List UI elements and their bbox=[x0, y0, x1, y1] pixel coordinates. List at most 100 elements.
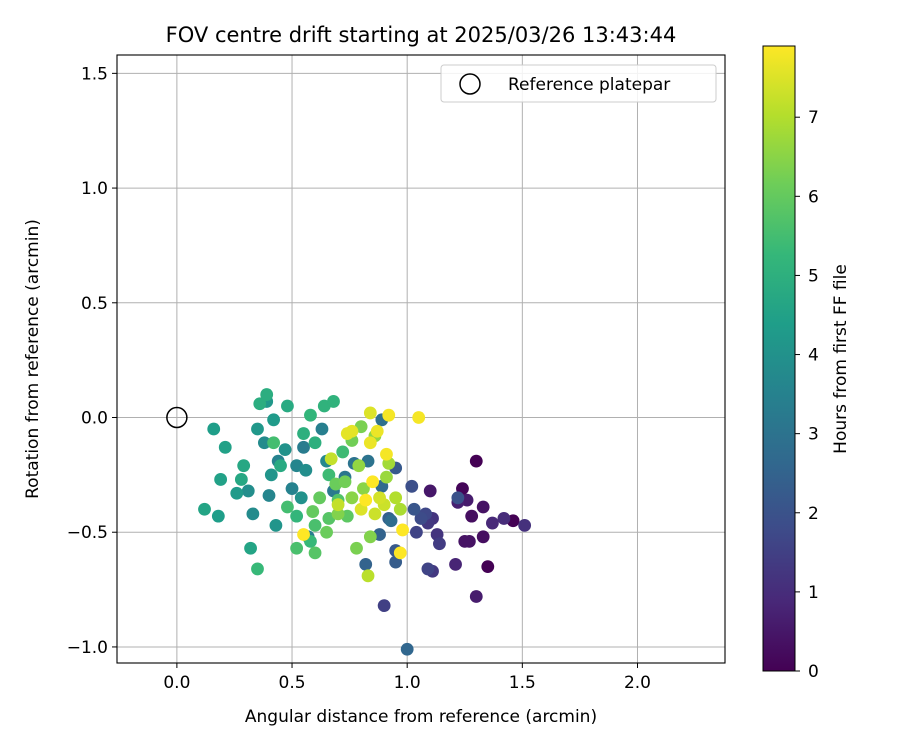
data-point bbox=[412, 411, 426, 424]
y-axis-label: Rotation from reference (arcmin) bbox=[23, 219, 43, 499]
data-point bbox=[345, 424, 359, 438]
data-point bbox=[400, 642, 414, 656]
data-point bbox=[350, 541, 363, 555]
data-point bbox=[313, 491, 327, 505]
data-point bbox=[338, 475, 352, 489]
y-tick-label: −1.0 bbox=[67, 638, 108, 658]
data-point bbox=[281, 399, 294, 413]
colorbar-ticks: 0 1 2 3 4 5 6 7 bbox=[795, 108, 819, 682]
data-point bbox=[260, 388, 274, 401]
data-point bbox=[389, 491, 403, 505]
data-point bbox=[370, 424, 384, 438]
chart-title: FOV centre drift starting at 2025/03/26 … bbox=[166, 23, 677, 47]
data-point bbox=[359, 557, 373, 571]
data-point bbox=[322, 468, 336, 482]
data-point bbox=[421, 562, 435, 576]
x-axis-ticks: 0.0 0.5 1.0 1.5 2.0 bbox=[163, 663, 651, 693]
data-point bbox=[361, 569, 375, 583]
reference-platepar-marker bbox=[166, 406, 188, 429]
y-tick-label: 1.5 bbox=[81, 64, 108, 84]
data-point bbox=[308, 436, 322, 450]
data-point bbox=[396, 523, 409, 537]
data-point bbox=[331, 498, 345, 512]
data-point bbox=[308, 518, 322, 532]
data-point bbox=[304, 408, 317, 422]
data-point bbox=[449, 557, 462, 571]
data-point bbox=[308, 546, 322, 560]
data-point bbox=[315, 422, 329, 436]
data-point bbox=[497, 512, 511, 525]
x-tick-label: 0.5 bbox=[279, 673, 306, 693]
data-point bbox=[274, 459, 287, 473]
data-point bbox=[297, 427, 310, 440]
data-point bbox=[290, 509, 304, 523]
data-point bbox=[246, 507, 260, 521]
data-point bbox=[244, 541, 257, 555]
data-point bbox=[264, 468, 278, 482]
scatter-points bbox=[198, 388, 532, 656]
x-axis-label: Angular distance from reference (arcmin) bbox=[245, 707, 597, 727]
data-point bbox=[230, 486, 244, 500]
data-point bbox=[433, 537, 446, 551]
data-point bbox=[294, 491, 308, 505]
data-point bbox=[320, 525, 333, 539]
data-point bbox=[407, 502, 421, 516]
data-point bbox=[382, 408, 396, 422]
colorbar-tick-label: 2 bbox=[808, 504, 819, 524]
data-point bbox=[393, 546, 407, 560]
data-point bbox=[368, 507, 382, 521]
y-axis-ticks: −1.0 −0.5 0.0 0.5 1.0 1.5 bbox=[67, 64, 117, 658]
colorbar-tick-label: 5 bbox=[808, 266, 819, 286]
data-point bbox=[476, 530, 490, 544]
legend-reference-marker bbox=[459, 73, 481, 95]
colorbar-label: Hours from first FF file bbox=[831, 264, 851, 454]
data-point bbox=[481, 560, 495, 574]
data-point bbox=[257, 436, 271, 450]
data-point bbox=[214, 473, 228, 486]
legend-entry-reference-platepar: Reference platepar bbox=[508, 75, 670, 95]
data-point bbox=[380, 447, 393, 461]
data-point bbox=[414, 512, 428, 525]
data-point bbox=[198, 502, 211, 516]
data-point bbox=[393, 502, 407, 516]
data-point bbox=[262, 489, 276, 502]
data-point bbox=[251, 562, 264, 576]
data-point bbox=[297, 440, 310, 454]
legend: Reference platepar bbox=[440, 64, 717, 103]
data-point bbox=[327, 395, 340, 408]
data-point bbox=[267, 436, 281, 450]
data-point bbox=[297, 528, 310, 541]
data-point bbox=[469, 454, 483, 468]
colorbar-tick-label: 4 bbox=[808, 346, 819, 366]
data-point bbox=[285, 482, 299, 496]
data-point bbox=[518, 518, 532, 532]
data-point bbox=[373, 491, 386, 505]
data-point bbox=[465, 509, 479, 523]
data-point bbox=[377, 599, 391, 613]
data-point bbox=[281, 500, 294, 514]
data-point bbox=[241, 484, 255, 498]
data-point bbox=[269, 518, 283, 532]
data-point bbox=[336, 445, 350, 459]
colorbar-tick-label: 1 bbox=[808, 583, 819, 603]
data-point bbox=[359, 493, 373, 507]
data-point bbox=[357, 482, 370, 496]
legend-box bbox=[440, 64, 717, 103]
y-tick-label: −0.5 bbox=[67, 523, 108, 543]
x-tick-label: 2.0 bbox=[624, 673, 651, 693]
y-tick-label: 0.0 bbox=[81, 409, 108, 429]
data-point bbox=[363, 406, 377, 420]
data-point bbox=[451, 491, 465, 505]
data-point bbox=[380, 470, 393, 484]
data-point bbox=[423, 484, 437, 498]
data-point bbox=[218, 440, 232, 454]
data-point bbox=[476, 500, 490, 514]
data-point bbox=[384, 514, 398, 528]
data-point bbox=[366, 475, 380, 489]
data-point bbox=[207, 422, 221, 436]
data-point bbox=[237, 459, 251, 473]
plot-frame bbox=[116, 54, 726, 664]
x-tick-label: 0.0 bbox=[163, 673, 190, 693]
data-point bbox=[469, 590, 483, 603]
